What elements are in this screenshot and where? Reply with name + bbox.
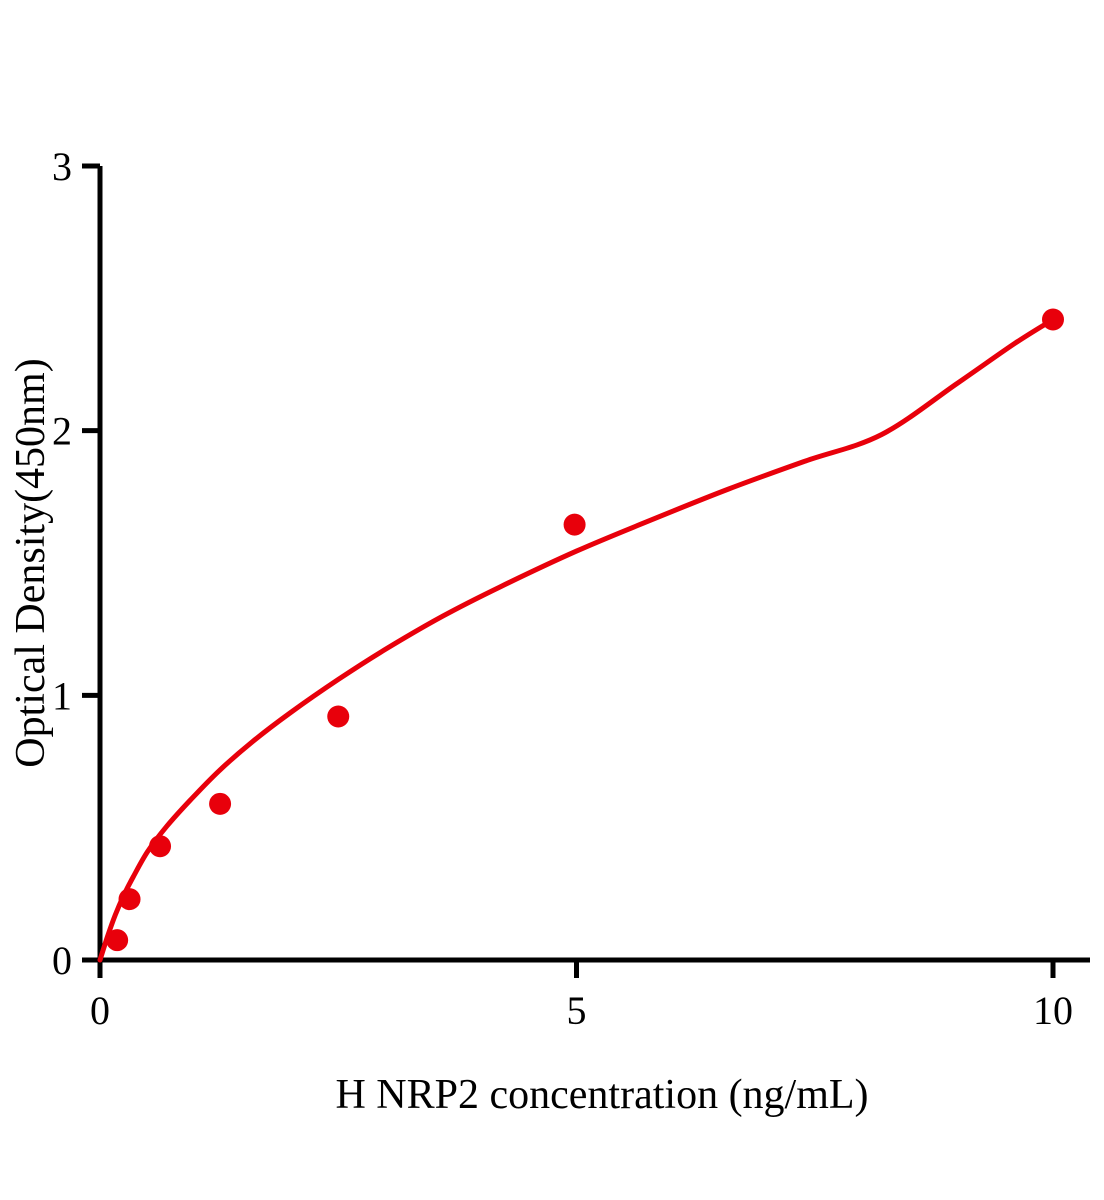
x-axis-ticks: [97, 960, 1056, 978]
data-point: [1042, 308, 1064, 331]
data-point: [118, 888, 141, 911]
y-tick-label-1: 1: [52, 673, 72, 718]
y-tick-label-0: 0: [52, 938, 72, 983]
x-tick-label-5: 5: [567, 988, 587, 1033]
y-tick-label-3: 3: [52, 144, 72, 189]
fit-curve: [97, 317, 1056, 963]
data-point: [149, 835, 172, 858]
y-axis-tick-labels: 0 1 2 3: [52, 144, 72, 983]
y-axis-ticks: [82, 163, 100, 963]
y-axis-title: Optical Density(450nm): [8, 358, 54, 767]
data-point: [209, 792, 232, 815]
x-tick-label-0: 0: [90, 988, 110, 1033]
x-axis-tick-labels: 0 5 10: [90, 988, 1073, 1033]
data-point: [563, 513, 586, 536]
data-point-markers: [106, 308, 1064, 952]
x-axis-title: H NRP2 concentration (ng/mL): [335, 1072, 868, 1118]
data-point: [106, 929, 129, 952]
data-point: [327, 705, 350, 728]
x-tick-label-10: 10: [1033, 988, 1073, 1033]
y-tick-label-2: 2: [52, 409, 72, 454]
